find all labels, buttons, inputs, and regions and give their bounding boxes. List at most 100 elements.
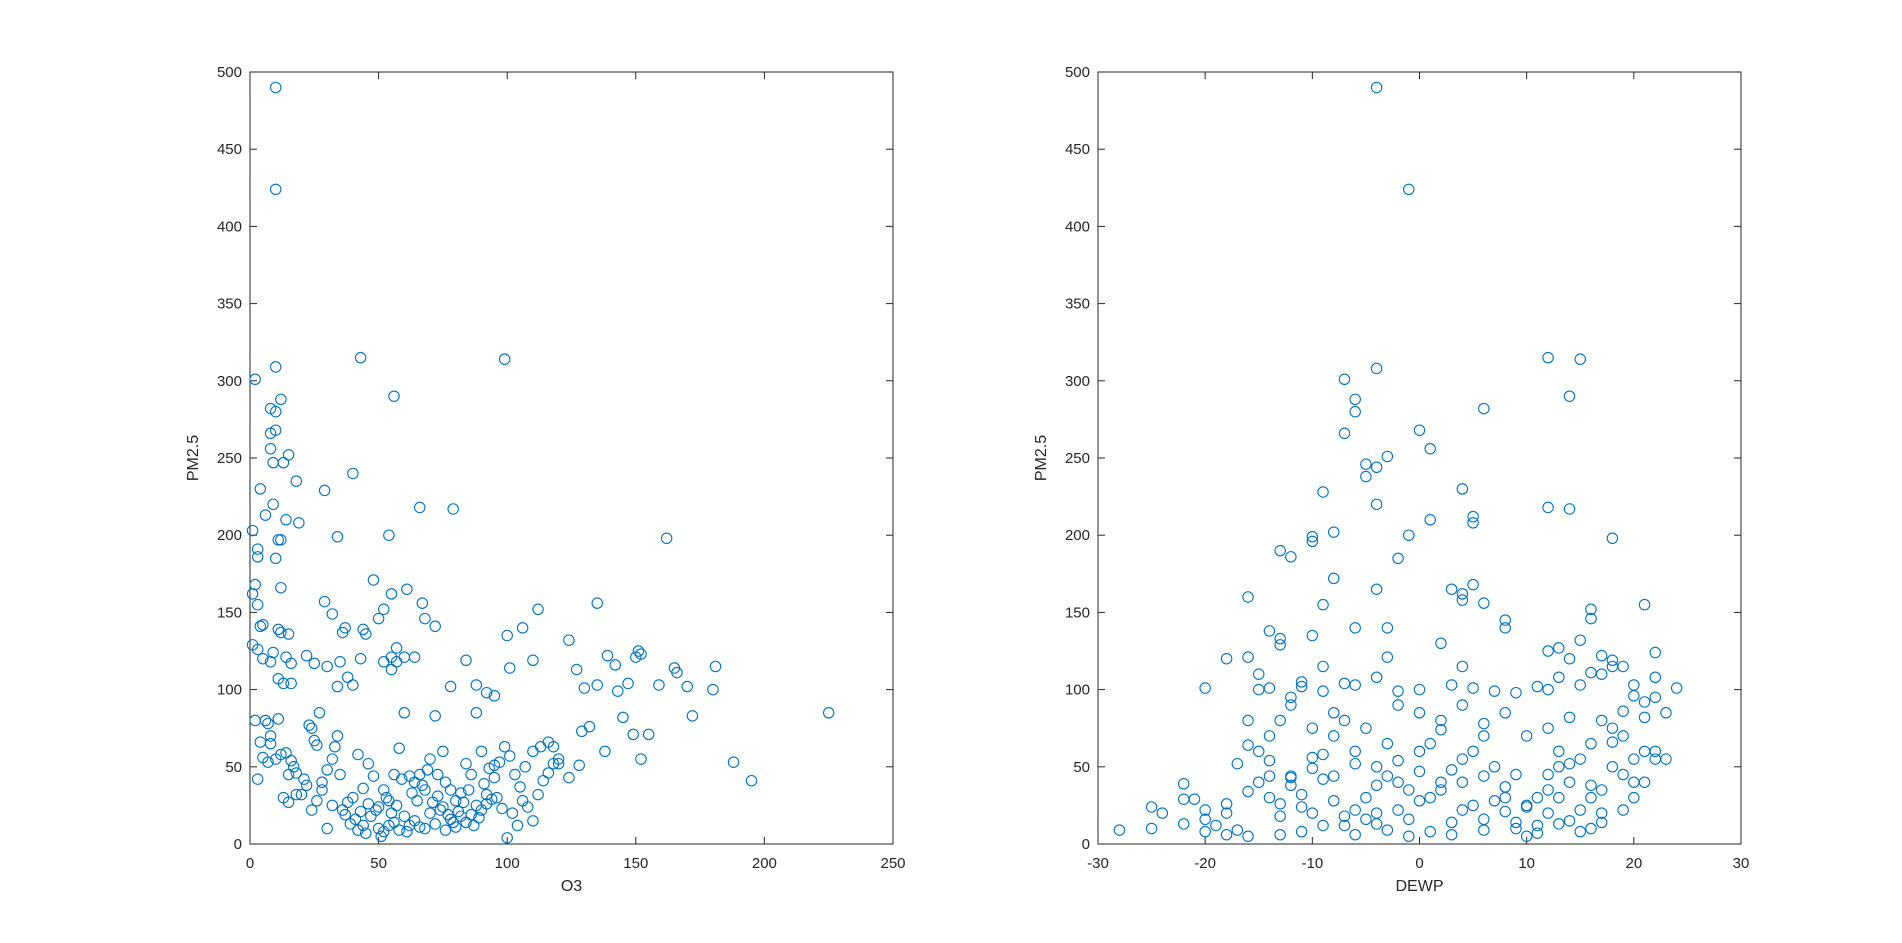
data-point <box>1499 805 1511 818</box>
data-point <box>1563 652 1576 665</box>
data-point <box>334 768 346 781</box>
data-point <box>465 768 477 781</box>
data-point <box>511 819 524 832</box>
data-point <box>1467 682 1479 694</box>
data-point <box>563 634 575 646</box>
data-point <box>1542 683 1554 696</box>
data-point <box>501 832 513 844</box>
data-point <box>486 793 498 805</box>
data-point <box>1306 535 1319 548</box>
data-point <box>259 714 272 727</box>
data-point <box>269 552 282 565</box>
data-point <box>251 773 264 785</box>
data-point <box>1542 807 1554 819</box>
data-point <box>1381 737 1394 750</box>
data-point <box>583 720 596 733</box>
data-point <box>681 680 693 693</box>
data-point <box>370 804 382 816</box>
data-point <box>1370 807 1383 819</box>
data-point <box>1413 745 1426 758</box>
data-point <box>1606 722 1619 734</box>
data-point <box>1328 730 1340 742</box>
data-point <box>1274 810 1286 822</box>
data-point <box>622 677 634 690</box>
x-tick-label: 150 <box>623 855 648 872</box>
data-point <box>1456 804 1469 816</box>
data-point <box>1553 761 1565 773</box>
data-point <box>419 612 431 625</box>
y-tick-label: 350 <box>1065 296 1090 313</box>
data-point <box>1317 660 1329 673</box>
data-point <box>1435 723 1447 736</box>
data-point <box>1199 682 1211 694</box>
data-point <box>1113 824 1126 836</box>
y-tick-label: 200 <box>217 527 242 544</box>
data-point <box>1392 685 1404 697</box>
data-point <box>331 730 344 742</box>
y-tick-label: 100 <box>217 682 242 699</box>
data-point <box>321 764 333 776</box>
scatter-plot-dewp-vs-pm25: -30 -20 -10 0 10 20 30050100150200250300350400… <box>1033 64 1749 895</box>
data-point <box>506 807 519 819</box>
data-point <box>1381 450 1394 463</box>
data-point <box>1467 578 1479 591</box>
data-point <box>385 663 398 676</box>
data-point <box>1595 816 1608 829</box>
data-point <box>318 484 331 497</box>
data-point <box>424 807 436 819</box>
data-point <box>254 620 267 633</box>
data-point <box>326 753 339 765</box>
data-point <box>1199 804 1211 816</box>
data-point <box>1617 705 1629 717</box>
data-point <box>1360 813 1372 826</box>
data-point <box>1478 402 1490 415</box>
data-point <box>1392 699 1404 711</box>
data-point <box>1370 583 1383 595</box>
data-point <box>578 682 591 694</box>
data-point <box>316 776 328 788</box>
data-point <box>1253 668 1265 680</box>
data-point <box>290 767 303 779</box>
data-point <box>1531 819 1544 832</box>
data-point <box>329 740 341 753</box>
data-point <box>1574 634 1587 646</box>
data-point <box>1424 791 1436 804</box>
data-point <box>635 648 647 660</box>
data-point <box>1403 830 1415 843</box>
data-point <box>1274 798 1286 810</box>
data-point <box>1456 483 1469 495</box>
data-point <box>272 534 285 546</box>
data-point <box>269 361 282 373</box>
data-point <box>1445 679 1458 691</box>
y-tick-label: 400 <box>1065 218 1090 235</box>
data-point <box>1445 816 1458 829</box>
data-point <box>1542 784 1554 796</box>
data-point <box>612 685 624 697</box>
data-point <box>1531 827 1544 839</box>
data-point <box>1253 776 1265 788</box>
data-point <box>401 583 413 595</box>
data-point <box>1456 588 1469 600</box>
y-tick-label: 50 <box>225 759 242 776</box>
data-point <box>470 679 483 691</box>
data-point <box>509 768 521 781</box>
data-point <box>1306 629 1319 642</box>
data-point <box>305 722 318 734</box>
data-point <box>1242 591 1254 603</box>
data-point <box>627 728 639 741</box>
data-point <box>326 799 339 812</box>
data-point <box>352 748 364 761</box>
data-point <box>1274 828 1286 841</box>
data-point <box>1295 676 1308 688</box>
data-point <box>380 791 393 804</box>
data-point <box>447 503 459 515</box>
data-point <box>1553 818 1565 830</box>
data-point <box>1349 622 1361 634</box>
data-point <box>1670 682 1683 694</box>
data-point <box>257 652 269 665</box>
data-point <box>277 677 290 690</box>
data-point <box>1370 779 1383 792</box>
y-tick-label: 250 <box>217 450 242 467</box>
data-point <box>632 645 645 657</box>
data-point <box>344 818 357 830</box>
